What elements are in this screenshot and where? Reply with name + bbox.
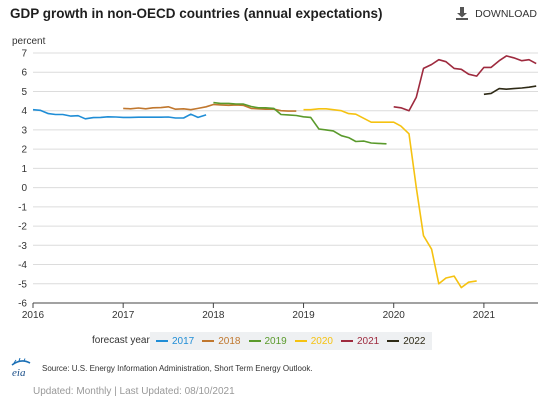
- y-tick-label: -5: [18, 279, 27, 290]
- y-tick-label: 5: [21, 87, 27, 98]
- y-tick-label: 0: [21, 183, 27, 194]
- legend-item-2017[interactable]: 2017: [156, 336, 194, 347]
- y-tick-label: 4: [21, 106, 27, 117]
- legend-item-2018[interactable]: 2018: [202, 335, 241, 347]
- y-tick-label: -4: [18, 260, 27, 271]
- y-tick-label: -3: [18, 241, 27, 252]
- x-tick-label: 2018: [202, 310, 225, 321]
- y-tick-label: 1: [21, 164, 27, 175]
- x-tick-label: 2020: [383, 310, 406, 321]
- y-tick-label: -1: [18, 202, 27, 213]
- legend-label: 2021: [357, 335, 380, 347]
- x-tick-label: 2016: [22, 310, 45, 321]
- legend-swatch: [294, 340, 307, 342]
- y-tick-label: 3: [21, 125, 27, 136]
- legend-swatch: [341, 340, 353, 342]
- y-tick-label: -2: [18, 222, 27, 233]
- series-line-2020: [303, 108, 477, 289]
- legend-swatch: [202, 340, 215, 342]
- y-axis-label: percent: [12, 36, 46, 47]
- legend-label: 2017: [172, 335, 195, 347]
- series-line-2019: [213, 101, 387, 145]
- series-line-2022: [483, 85, 537, 96]
- download-icon: [456, 7, 469, 20]
- legend-swatch: [387, 340, 400, 342]
- legend-item-2020[interactable]: 2020: [294, 335, 333, 347]
- legend-label: 2020: [310, 335, 333, 347]
- footer-source: eia Source: U.S. Energy Information Admi…: [10, 357, 313, 379]
- x-tick-label: 2017: [112, 310, 135, 321]
- legend-label: 2018: [218, 335, 241, 347]
- y-tick-label: 6: [21, 68, 27, 79]
- legend-swatch: [156, 340, 168, 342]
- x-tick-label: 2019: [292, 310, 315, 321]
- series-line-2017: [32, 108, 207, 120]
- y-tick-label: 2: [21, 145, 27, 156]
- legend-title: forecast year:: [92, 335, 153, 346]
- updated-text: Updated: Monthly | Last Updated: 08/10/2…: [33, 386, 235, 397]
- chart-title: GDP growth in non-OECD countries (annual…: [10, 6, 383, 21]
- y-tick-label: -6: [18, 299, 27, 310]
- eia-logo: eia: [10, 357, 32, 379]
- x-tick-label: 2021: [473, 310, 496, 321]
- legend: 2017 2018 2019 2020 2021 2022: [150, 332, 432, 350]
- y-tick-label: 7: [21, 49, 27, 60]
- source-text: Source: U.S. Energy Information Administ…: [42, 363, 313, 373]
- download-button[interactable]: DOWNLOAD: [456, 7, 537, 20]
- series-line-2018: [123, 103, 297, 112]
- legend-label: 2019: [264, 335, 287, 347]
- legend-item-2022[interactable]: 2022: [387, 335, 426, 347]
- legend-label: 2022: [403, 335, 426, 347]
- svg-text:eia: eia: [12, 367, 26, 378]
- download-label: DOWNLOAD: [475, 7, 537, 20]
- legend-swatch: [248, 340, 261, 342]
- series-line-2021: [393, 55, 537, 112]
- legend-item-2021[interactable]: 2021: [341, 336, 379, 347]
- legend-item-2019[interactable]: 2019: [248, 335, 287, 347]
